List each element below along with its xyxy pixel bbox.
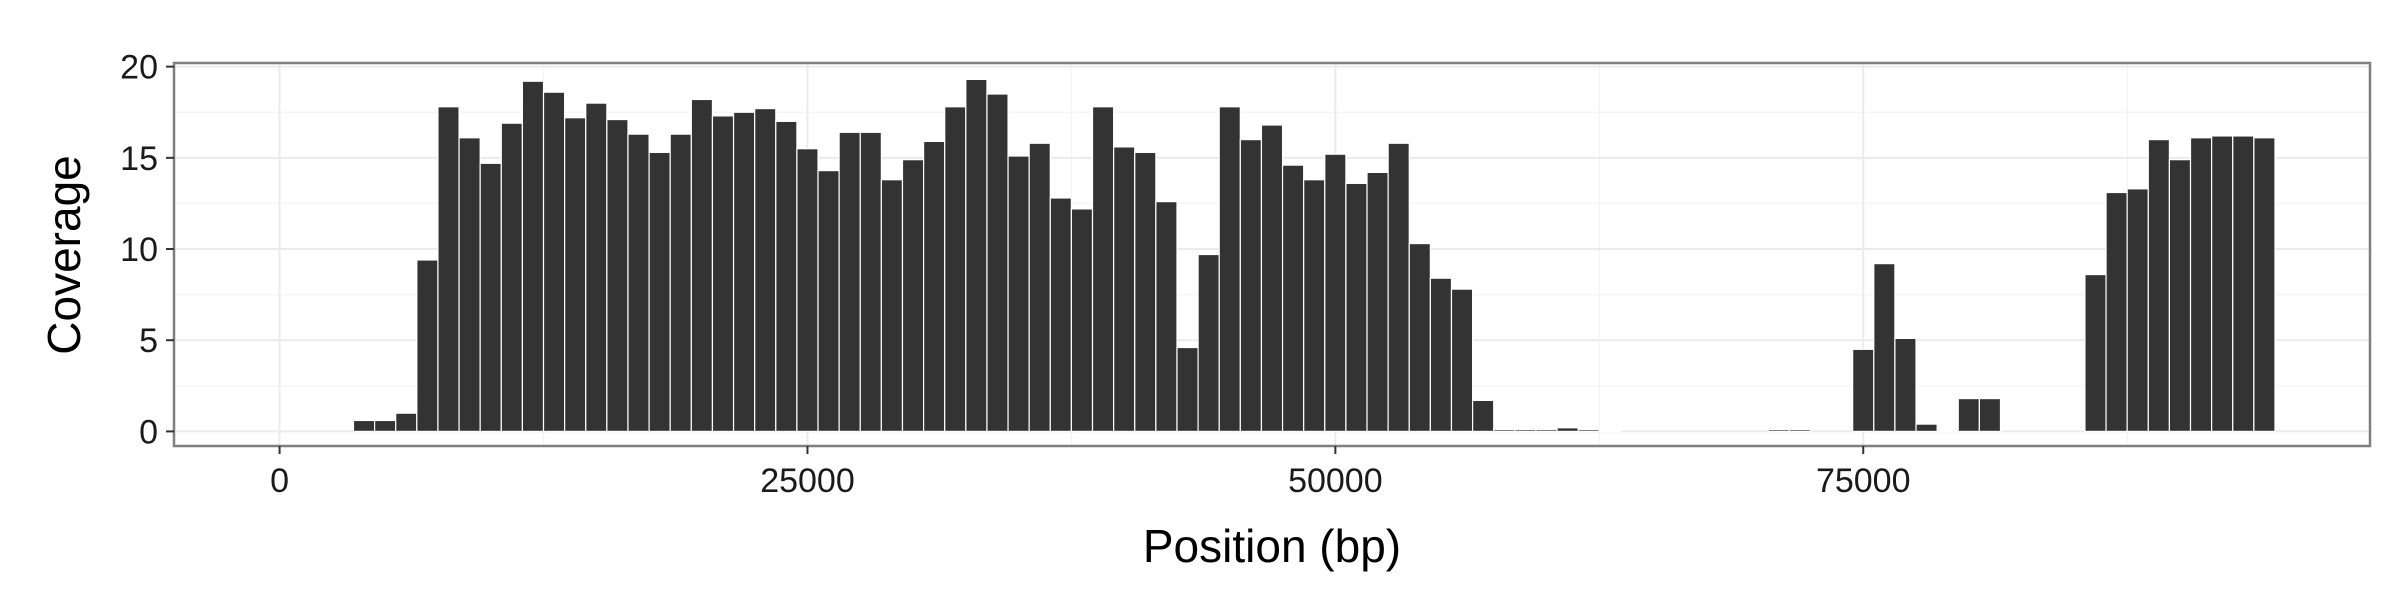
x-tick-label: 0 [270, 462, 289, 500]
x-tick-label: 75000 [1816, 462, 1911, 500]
coverage-bar [352, 419, 376, 433]
coverage-bar [1049, 197, 1073, 433]
y-tick-label: 15 [120, 140, 158, 178]
coverage-bar [373, 419, 397, 433]
coverage-bar [944, 106, 967, 433]
coverage-bar [1936, 429, 1959, 433]
coverage-bar [2232, 135, 2255, 433]
coverage-bar [500, 122, 524, 433]
coverage-bar [2211, 135, 2234, 433]
coverage-bar [1028, 142, 1051, 433]
coverage-bar [564, 117, 587, 433]
coverage-bar [711, 115, 735, 433]
coverage-bar [1493, 428, 1516, 433]
coverage-bar [521, 80, 545, 433]
coverage-bar [775, 120, 798, 433]
y-axis: 0 5 10 15 20 [120, 49, 174, 451]
coverage-bar [606, 118, 629, 433]
coverage-bar [479, 162, 502, 433]
coverage-bar [1134, 151, 1157, 433]
coverage-bar [1788, 428, 1812, 433]
coverage-bar [669, 133, 692, 433]
coverage-bar [1281, 164, 1305, 433]
coverage-bar [1514, 428, 1537, 433]
y-tick-label: 5 [139, 322, 158, 360]
coverage-bar [859, 131, 882, 433]
x-axis: 0 25000 50000 75000 [270, 446, 1911, 500]
coverage-bar [732, 111, 756, 433]
x-tick-label: 50000 [1288, 462, 1383, 500]
coverage-bar [1873, 263, 1896, 433]
coverage-bar [1387, 142, 1410, 433]
coverage-bar [1915, 423, 1938, 433]
x-axis-title: Position (bp) [1143, 520, 1401, 572]
coverage-bar [1957, 397, 1980, 433]
coverage-bar [542, 91, 566, 433]
coverage-bar [922, 140, 946, 433]
coverage-bar [627, 133, 650, 433]
coverage-bar [1260, 124, 1284, 433]
coverage-bar [796, 148, 819, 433]
coverage-bar [437, 106, 460, 433]
coverage-bar [2189, 137, 2213, 433]
coverage-bar [1155, 201, 1178, 433]
coverage-bar [2253, 137, 2276, 433]
coverage-bar [2084, 273, 2107, 433]
coverage-bar [838, 131, 861, 433]
coverage-bar [2126, 188, 2149, 433]
coverage-bar [1471, 399, 1495, 433]
coverage-bar [1429, 277, 1453, 433]
coverage-bar [1007, 155, 1030, 433]
coverage-bar [1070, 208, 1094, 433]
coverage-bar [1324, 153, 1347, 433]
coverage-bar [1894, 337, 1917, 433]
coverage-bar [1218, 106, 1241, 433]
coverage-bar [1767, 428, 1790, 433]
coverage-bar [1091, 106, 1115, 433]
coverage-bar [1176, 346, 1199, 433]
coverage-bar [1978, 397, 2002, 433]
coverage-bar [880, 179, 904, 433]
coverage-bar [458, 137, 481, 433]
coverage-bar [965, 78, 988, 433]
coverage-bar [2105, 191, 2128, 433]
coverage-bar [1366, 171, 1389, 433]
coverage-bar [1197, 253, 1220, 433]
bars-group [352, 78, 2276, 433]
coverage-bar [395, 412, 418, 433]
y-tick-label: 10 [120, 231, 158, 269]
coverage-bar [754, 107, 777, 433]
coverage-bar [416, 259, 439, 433]
y-tick-label: 0 [139, 413, 158, 451]
coverage-bar [986, 93, 1009, 433]
coverage-bar [1535, 428, 1558, 433]
coverage-bar [1852, 348, 1875, 433]
coverage-bar [690, 98, 714, 433]
y-tick-label: 20 [120, 49, 158, 87]
coverage-bar [2147, 139, 2171, 433]
coverage-bar [1556, 427, 1579, 433]
coverage-bar [1239, 139, 1263, 433]
x-tick-label: 25000 [760, 462, 855, 500]
coverage-bar [901, 159, 925, 433]
y-axis-title: Coverage [38, 155, 90, 354]
plot-panel-border [172, 61, 2372, 448]
coverage-bar [1598, 429, 1622, 433]
coverage-bar [585, 102, 608, 433]
coverage-bar [1345, 182, 1368, 433]
coverage-bar [648, 151, 671, 433]
coverage-bar [1113, 146, 1136, 433]
coverage-bar [1450, 288, 1474, 433]
coverage-bar [1303, 179, 1326, 433]
coverage-bar [817, 170, 840, 433]
coverage-bar [1408, 242, 1431, 433]
coverage-bar [2168, 159, 2192, 433]
coverage-bar [1577, 428, 1600, 433]
